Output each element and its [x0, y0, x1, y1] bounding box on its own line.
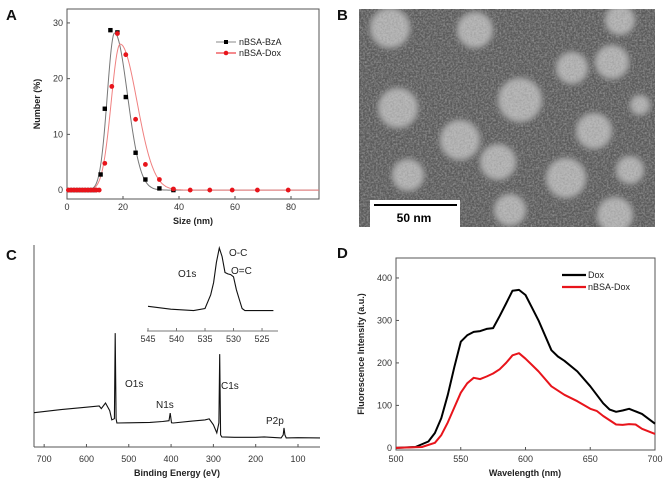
- panel-b-tem-image: 50 nm: [359, 9, 655, 227]
- legend-marker-dox: [223, 50, 229, 56]
- peak-label-p2p: P2p: [266, 416, 284, 427]
- fit-curve-nbsa-bza: [67, 32, 319, 191]
- data-point-nbsa-dox: [143, 162, 148, 167]
- x-tick-label: 550: [453, 454, 468, 464]
- legend-marker-bza: [224, 40, 228, 44]
- data-point-nbsa-dox: [115, 31, 120, 36]
- data-point-nbsa-dox: [96, 187, 102, 193]
- panel-label-b: B: [337, 7, 348, 24]
- inset-label-o-eq-c: O=C: [231, 266, 252, 277]
- x-axis-label: Binding Energy (eV): [134, 468, 220, 478]
- y-tick-label: 10: [53, 129, 63, 139]
- legend: Dox nBSA-Dox: [562, 270, 631, 292]
- x-tick-label: 0: [64, 202, 69, 212]
- data-point-nbsa-dox: [157, 177, 162, 182]
- scale-bar-label: 50 nm: [397, 211, 432, 225]
- x-tick-label: 20: [118, 202, 128, 212]
- data-point-nbsa-bza: [98, 172, 103, 177]
- legend-label-dox: nBSA-Dox: [239, 48, 282, 58]
- y-tick-label: 0: [58, 185, 63, 195]
- inset-x-tick-label: 535: [198, 334, 213, 344]
- data-point-nbsa-dox: [255, 187, 260, 193]
- panel-label-d: D: [337, 245, 348, 262]
- y-tick-label: 400: [377, 273, 392, 283]
- data-point-nbsa-dox: [285, 187, 291, 193]
- inset-x-tick-label: 530: [226, 334, 241, 344]
- x-tick-label: 700: [647, 454, 662, 464]
- data-point-nbsa-dox: [102, 160, 108, 166]
- x-tick-label: 500: [121, 454, 136, 464]
- x-tick-label: 40: [174, 202, 184, 212]
- inset-x-tick-label: 540: [169, 334, 184, 344]
- peak-label-c1s: C1s: [221, 381, 239, 392]
- series-line-nbsa-dox: [395, 352, 656, 449]
- y-tick-label: 20: [53, 74, 63, 84]
- x-axis-label: Size (nm): [173, 216, 213, 226]
- data-point-nbsa-bza: [143, 177, 148, 182]
- x-tick-label: 600: [79, 454, 94, 464]
- data-point-nbsa-bza: [133, 150, 138, 155]
- legend-label-bza: nBSA-BzA: [239, 37, 282, 47]
- inset-o1s-line: [147, 245, 274, 312]
- data-point-nbsa-bza: [102, 106, 107, 111]
- panel-label-a: A: [6, 7, 17, 24]
- x-tick-label: 100: [290, 454, 305, 464]
- data-point-nbsa-bza: [123, 94, 128, 100]
- x-tick-label: 80: [286, 202, 296, 212]
- inset-label-o1s: O1s: [178, 269, 196, 280]
- series-line-dox: [395, 288, 656, 449]
- y-axis-label: Number (%): [32, 79, 42, 130]
- data-point-nbsa-dox: [171, 186, 176, 192]
- data-point-nbsa-dox: [229, 187, 235, 193]
- legend: nBSA-BzA nBSA-Dox: [216, 37, 282, 58]
- x-tick-label: 600: [518, 454, 533, 464]
- legend-label-nbsa-dox: nBSA-Dox: [588, 282, 631, 292]
- x-tick-label: 400: [164, 454, 179, 464]
- inset-label-o-c: O-C: [229, 248, 247, 259]
- data-point-nbsa-bza: [157, 186, 162, 191]
- x-axis-label: Wavelength (nm): [489, 468, 561, 478]
- peak-label-o1s: O1s: [125, 379, 143, 390]
- data-point-nbsa-dox: [109, 84, 115, 89]
- panel-a-size-distribution: 0 20 40 60 80 0 10 20 30 Size (nm) Number (%) nB…: [32, 8, 320, 226]
- data-point-nbsa-bza: [108, 27, 113, 33]
- plot-frame: [66, 8, 320, 200]
- x-tick-label: 650: [583, 454, 598, 464]
- legend-label-dox: Dox: [588, 270, 605, 280]
- inset-x-tick-label: 545: [140, 334, 155, 344]
- y-tick-label: 300: [377, 315, 392, 325]
- panel-d-fluorescence: 500 550 600 650 700 0 100 200 300 400 Wavelength …: [356, 257, 663, 478]
- x-tick-label: 300: [206, 454, 221, 464]
- data-point-nbsa-dox: [123, 52, 129, 58]
- x-tick-label: 700: [37, 454, 52, 464]
- x-tick-label: 200: [248, 454, 263, 464]
- x-tick-label: 500: [388, 454, 403, 464]
- inset-x-tick-label: 525: [255, 334, 270, 344]
- panel-c-xps-spectrum: 700 600 500 400 300 200 100 545 540 535 530 525 Bi…: [33, 245, 321, 478]
- tem-noise: [359, 9, 655, 227]
- y-axis-label: Fluorescence Intensity (a.u.): [356, 293, 366, 415]
- data-point-nbsa-dox: [207, 187, 213, 193]
- panel-label-c: C: [6, 247, 17, 264]
- data-point-nbsa-dox: [187, 187, 193, 193]
- data-point-nbsa-dox: [133, 116, 139, 122]
- xps-survey-line: [33, 333, 321, 439]
- y-tick-label: 30: [53, 18, 63, 28]
- y-tick-label: 0: [387, 443, 392, 453]
- fit-curve-nbsa-dox: [67, 43, 319, 191]
- y-tick-label: 200: [377, 358, 392, 368]
- y-tick-label: 100: [377, 400, 392, 410]
- peak-label-n1s: N1s: [156, 400, 174, 411]
- x-tick-label: 60: [230, 202, 240, 212]
